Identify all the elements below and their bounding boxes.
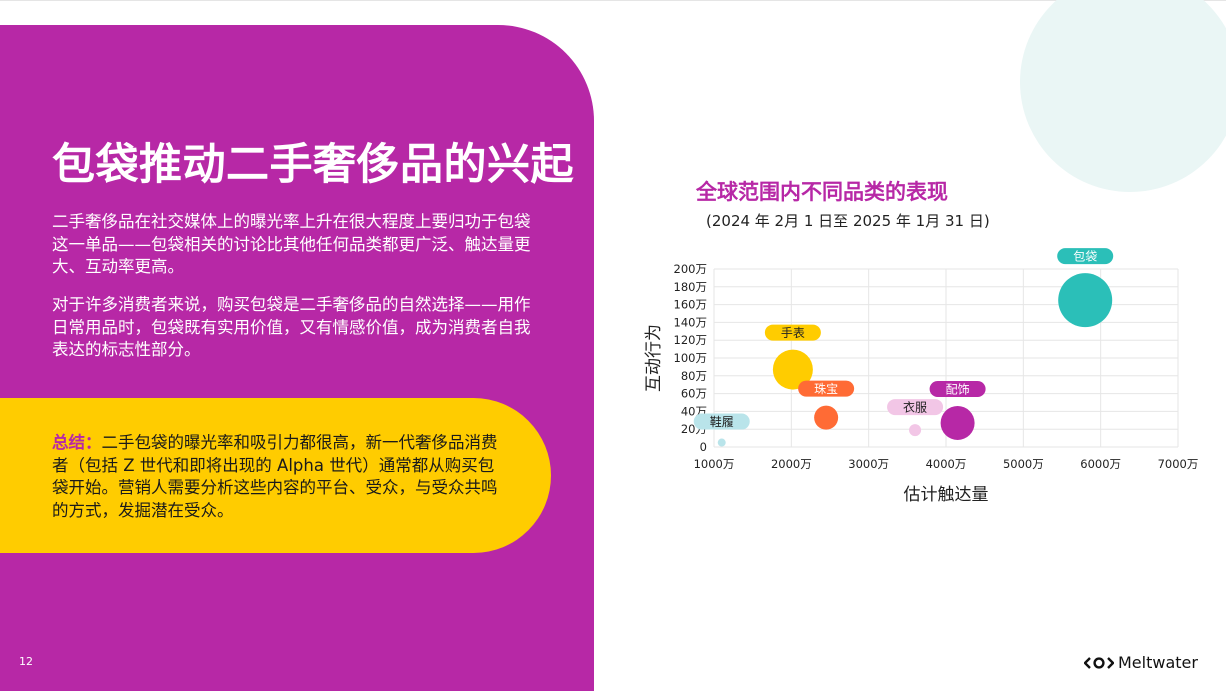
bubble-label-pill xyxy=(929,380,986,397)
bubble-label-pill xyxy=(798,380,855,397)
summary-text-block: 总结：二手包袋的曝光率和吸引力都很高，新一代奢侈品消费者（包括 Z 世代和即将出… xyxy=(52,432,508,522)
y-tick-label: 60万 xyxy=(681,387,707,401)
bubble-包袋 xyxy=(1058,273,1113,328)
bubble-手表 xyxy=(772,349,813,390)
x-tick-label: 5000万 xyxy=(1003,457,1044,471)
bubble-label-手表: 手表 xyxy=(764,324,821,341)
y-tick-label: 140万 xyxy=(674,315,707,329)
y-axis-title: 互动行为 xyxy=(644,324,664,392)
bubble-label-珠宝: 珠宝 xyxy=(798,380,855,397)
bubble-配饰 xyxy=(940,405,975,440)
brand-logo: Meltwater xyxy=(1084,653,1198,672)
bubble-label-pill xyxy=(693,413,750,430)
decorative-circle xyxy=(1020,0,1226,192)
bubble-label-衣服: 衣服 xyxy=(887,399,944,416)
bubble-label-鞋履: 鞋履 xyxy=(693,413,750,430)
bubble-label-text: 鞋履 xyxy=(710,414,734,429)
left-panel xyxy=(0,25,594,691)
meltwater-logo-icon xyxy=(1084,656,1114,669)
y-tick-label: 80万 xyxy=(681,369,707,383)
brand-name: Meltwater xyxy=(1118,653,1198,672)
x-tick-label: 1000万 xyxy=(694,457,735,471)
bubble-label-text: 包袋 xyxy=(1073,250,1097,264)
bubble-label-text: 配饰 xyxy=(946,382,970,396)
x-tick-label: 2000万 xyxy=(771,457,812,471)
consumer-paragraph: 对于许多消费者来说，购买包袋是二手奢侈品的自然选择——用作日常用品时，包袋既有实… xyxy=(52,295,531,359)
top-divider xyxy=(0,0,1226,1)
intro-paragraph: 二手奢侈品在社交媒体上的曝光率上升在很大程度上要归功于包袋这一单品——包袋相关的… xyxy=(52,212,531,276)
slide-title: 包袋推动二手奢侈品的兴起 xyxy=(52,140,574,190)
summary-label: 总结： xyxy=(52,433,102,452)
chart-subtitle: (2024 年 2月 1 日至 2025 年 1月 31 日) xyxy=(706,212,990,230)
y-tick-label: 160万 xyxy=(674,298,707,312)
x-tick-label: 6000万 xyxy=(1080,457,1121,471)
x-tick-label: 4000万 xyxy=(926,457,967,471)
chart-title: 全球范围内不同品类的表现 xyxy=(696,180,948,204)
x-axis-title: 估计触达量 xyxy=(904,485,989,505)
y-tick-label: 200万 xyxy=(674,262,707,276)
bubble-珠宝 xyxy=(814,405,839,430)
bubble-label-text: 衣服 xyxy=(903,400,927,415)
bubble-label-包袋: 包袋 xyxy=(1057,248,1114,265)
bubble-label-pill xyxy=(764,324,821,341)
y-tick-label: 0 xyxy=(700,440,707,454)
summary-box: 总结：二手包袋的曝光率和吸引力都很高，新一代奢侈品消费者（包括 Z 世代和即将出… xyxy=(0,398,551,553)
y-tick-label: 180万 xyxy=(674,280,707,294)
page-number: 12 xyxy=(19,655,33,668)
bubble-label-text: 手表 xyxy=(781,326,805,340)
bubble-鞋履 xyxy=(717,438,726,447)
y-tick-label: 100万 xyxy=(674,351,707,365)
bubble-label-pill xyxy=(1057,248,1114,265)
bubble-label-pill xyxy=(887,399,944,416)
bubble-label-配饰: 配饰 xyxy=(929,380,986,397)
bubble-衣服 xyxy=(909,424,922,437)
x-tick-label: 3000万 xyxy=(848,457,889,471)
bubble-label-text: 珠宝 xyxy=(814,382,838,396)
summary-text: 二手包袋的曝光率和吸引力都很高，新一代奢侈品消费者（包括 Z 世代和即将出现的 … xyxy=(52,433,498,520)
x-tick-label: 7000万 xyxy=(1158,457,1199,471)
y-tick-label: 120万 xyxy=(674,333,707,347)
